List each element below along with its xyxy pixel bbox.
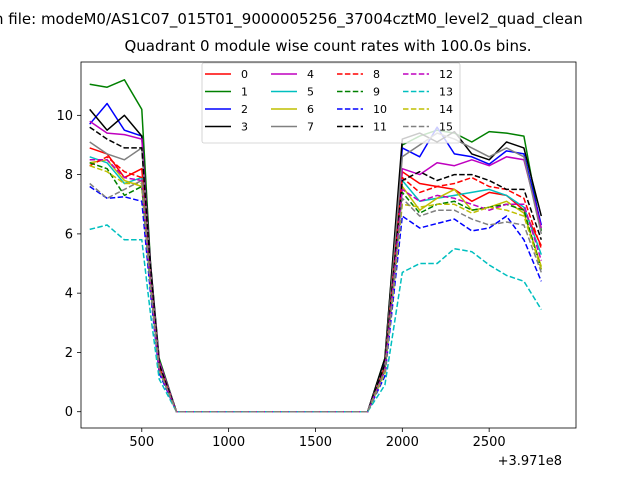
chart-title: Quadrant 0 module wise count rates with … <box>124 37 531 55</box>
series-line-10 <box>89 185 542 413</box>
legend-label-3: 3 <box>241 121 248 134</box>
legend-box <box>201 62 461 144</box>
x-offset-label: +3.971e8 <box>498 454 562 469</box>
x-tick-label: 2500 <box>473 435 506 450</box>
series-layer <box>89 79 543 413</box>
y-tick-label: 0 <box>65 405 73 420</box>
legend-label-10: 10 <box>373 103 387 116</box>
y-tick-label: 6 <box>65 227 73 242</box>
legend-label-11: 11 <box>373 121 387 134</box>
x-tick-label: 1500 <box>299 435 332 450</box>
legend-label-6: 6 <box>307 103 314 116</box>
figure-suptitle: n file: modeM0/AS1C07_015T01_9000005256_… <box>0 10 583 29</box>
legend-label-2: 2 <box>241 103 248 116</box>
x-tick-label: 1000 <box>212 435 245 450</box>
legend-label-12: 12 <box>439 68 453 81</box>
legend-label-5: 5 <box>307 86 314 99</box>
legend-label-1: 1 <box>241 86 248 99</box>
series-line-15 <box>89 179 543 413</box>
legend-label-15: 15 <box>439 121 453 134</box>
legend-label-8: 8 <box>373 68 380 81</box>
legend-label-13: 13 <box>439 86 453 99</box>
legend-label-7: 7 <box>307 121 314 134</box>
legend-label-14: 14 <box>439 103 453 116</box>
y-tick-label: 10 <box>56 109 73 124</box>
legend-label-9: 9 <box>373 86 380 99</box>
legend-label-4: 4 <box>307 68 314 81</box>
y-tick-label: 4 <box>65 287 73 302</box>
x-tick-label: 2000 <box>386 435 419 450</box>
x-tick-label: 500 <box>129 435 154 450</box>
legend-label-0: 0 <box>241 68 248 81</box>
plot-frame <box>80 61 577 429</box>
y-tick-label: 8 <box>65 168 73 183</box>
y-tick-label: 2 <box>65 346 73 361</box>
